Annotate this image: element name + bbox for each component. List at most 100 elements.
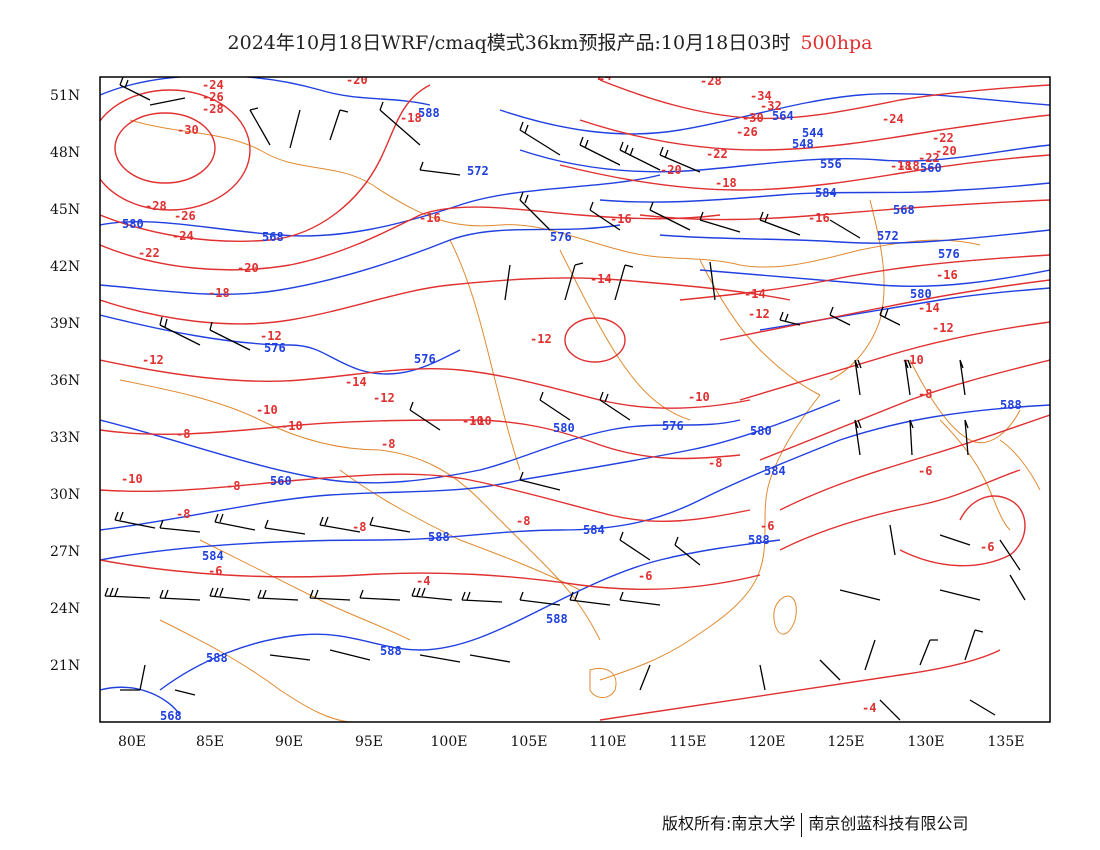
temperature-label: -14 <box>345 375 367 389</box>
title-level: 500hpa <box>800 32 873 54</box>
footer-divider <box>801 812 803 837</box>
temperature-label: -14 <box>918 301 940 315</box>
height-label: 576 <box>662 419 684 433</box>
x-tick-label: 80E <box>117 734 147 750</box>
height-label: 560 <box>270 474 292 488</box>
temperature-label: -18 <box>898 159 920 173</box>
temperature-label: -18 <box>715 176 737 190</box>
height-label: 556 <box>820 157 842 171</box>
temperature-label: -8 <box>176 427 190 441</box>
plot-frame <box>99 76 1051 723</box>
temperature-label: -22 <box>918 151 940 165</box>
height-label: 588 <box>546 612 568 626</box>
height-label: 568 <box>262 230 284 244</box>
temperature-label: -24 <box>882 112 904 126</box>
company-text: 南京创蓝科技有限公司 <box>808 814 969 833</box>
temperature-label: -26 <box>202 90 224 104</box>
height-label: 588 <box>418 106 440 120</box>
y-tick-label: 39N <box>50 316 81 332</box>
temperature-label: -20 <box>935 144 957 158</box>
x-tick-label: 115E <box>669 734 707 750</box>
x-tick-label: 135E <box>987 734 1025 750</box>
x-tick-label: 105E <box>510 734 548 750</box>
y-tick-label: 51N <box>50 88 81 104</box>
temperature-label: -8 <box>226 479 240 493</box>
y-tick-label: 33N <box>50 430 81 446</box>
height-labels: 588 572 576 568 580 576 576 580 576 580 … <box>122 106 1022 723</box>
height-label: 572 <box>877 229 899 243</box>
temperature-label: -6 <box>918 464 932 478</box>
height-label: 584 <box>583 523 605 537</box>
height-contours <box>100 77 1050 716</box>
temperature-label: -4 <box>416 574 430 588</box>
temperature-label: -6 <box>638 569 652 583</box>
temperature-label: -18 <box>890 159 912 173</box>
temperature-label: -8 <box>516 514 530 528</box>
height-label: 576 <box>550 230 572 244</box>
height-label: 588 <box>206 651 228 665</box>
temperature-label: -26 <box>736 125 758 139</box>
temperature-label: -10 <box>902 353 924 367</box>
temperature-label: -20 <box>237 261 259 275</box>
temperature-label: -26 <box>174 209 196 223</box>
temperature-label: -8 <box>176 507 190 521</box>
temperature-label: -8 <box>381 437 395 451</box>
height-label: 584 <box>202 549 224 563</box>
x-tick-label: 110E <box>589 734 627 750</box>
temperature-label: -12 <box>373 391 395 405</box>
temperature-label: -16 <box>419 211 441 225</box>
height-label: 580 <box>910 287 932 301</box>
temperature-label: -8 <box>708 456 722 470</box>
height-label: 588 <box>428 530 450 544</box>
height-label: 560 <box>920 161 942 175</box>
x-tick-label: 120E <box>748 734 786 750</box>
temperature-label: -12 <box>142 353 164 367</box>
temperature-label: -10 <box>121 472 143 486</box>
y-tick-label: 24N <box>50 601 81 617</box>
x-tick-label: 100E <box>430 734 468 750</box>
temperature-label: -14 <box>744 287 766 301</box>
y-tick-label: 30N <box>50 487 81 503</box>
temperature-label: -34 <box>750 89 772 103</box>
x-tick-label: 85E <box>195 734 225 750</box>
height-label: 568 <box>160 709 182 723</box>
temperature-label: -10 <box>470 414 492 428</box>
y-tick-label: 48N <box>50 145 81 161</box>
temperature-label: -16 <box>610 212 632 226</box>
temperature-label: -16 <box>808 211 830 225</box>
temperature-label: -8 <box>918 387 932 401</box>
height-label: 580 <box>750 424 772 438</box>
height-label: 572 <box>467 164 489 178</box>
x-tick-label: 125E <box>827 734 865 750</box>
height-label: 588 <box>1000 398 1022 412</box>
temperature-label: -20 <box>346 73 368 87</box>
height-label: 580 <box>553 421 575 435</box>
temperature-label: -6 <box>980 540 994 554</box>
temperature-label: -22 <box>138 246 160 260</box>
temperature-label: -24 <box>590 69 612 83</box>
chart-title: 2024年10月18日WRF/cmaq模式36km预报产品:10月18日03时 5… <box>0 28 1100 55</box>
temperature-label: -16 <box>936 268 958 282</box>
height-label: 584 <box>815 186 837 200</box>
y-tick-label: 36N <box>50 373 81 389</box>
height-label: 584 <box>764 464 786 478</box>
height-label: 568 <box>893 203 915 217</box>
temperature-label: -10 <box>281 419 303 433</box>
temperature-label: -4 <box>862 701 876 715</box>
temperature-label: -12 <box>530 332 552 346</box>
height-label: 576 <box>264 341 286 355</box>
wind-barbs <box>104 77 1026 721</box>
temperature-label: -28 <box>145 199 167 213</box>
temperature-label: -30 <box>742 111 764 125</box>
temperature-label: -32 <box>760 99 782 113</box>
height-label: 580 <box>122 217 144 231</box>
temperature-label: -22 <box>706 147 728 161</box>
temperature-label: -24 <box>202 78 224 92</box>
copyright-text: 版权所有:南京大学 <box>662 814 796 833</box>
x-tick-label: 90E <box>274 734 304 750</box>
temperature-label: -30 <box>177 123 199 137</box>
temperature-label: -12 <box>932 321 954 335</box>
temperature-label: -24 <box>172 229 194 243</box>
temperature-label: -28 <box>202 102 224 116</box>
